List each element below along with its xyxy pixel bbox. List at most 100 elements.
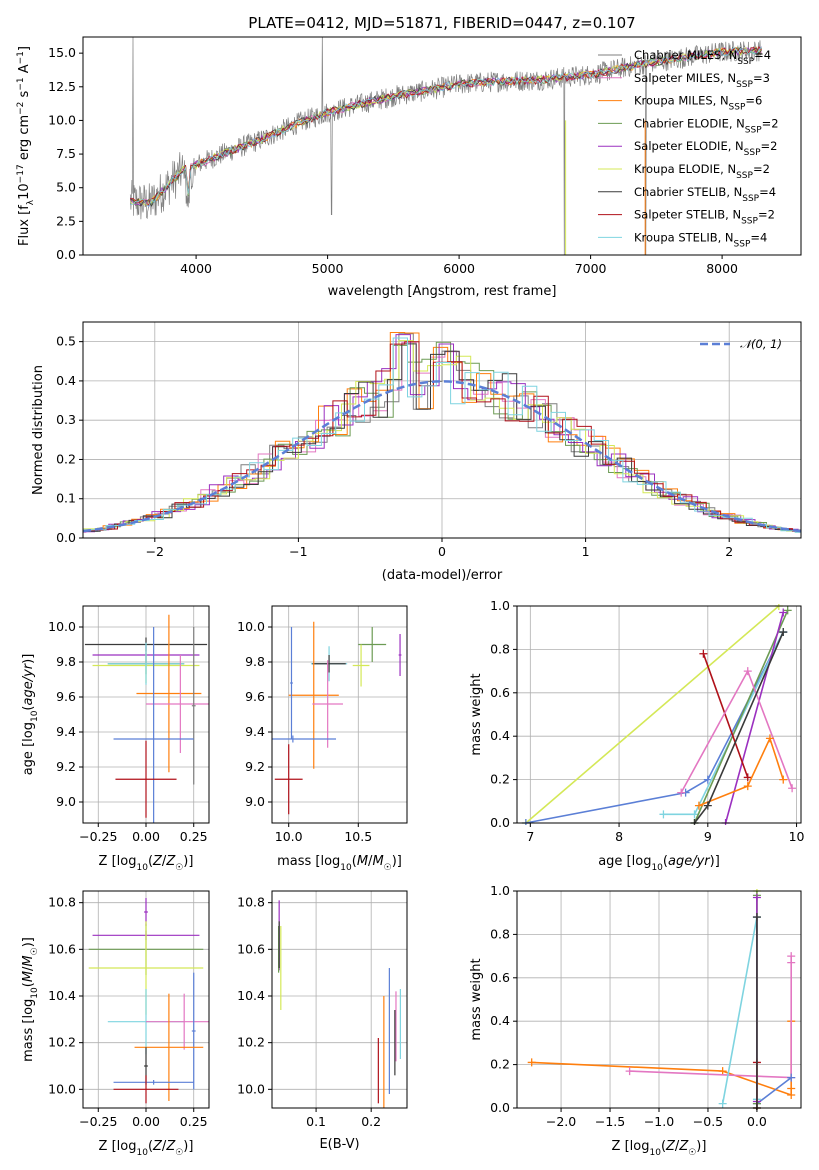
error-bar-point: [107, 642, 185, 685]
x-tick-label: −1: [289, 544, 307, 559]
y-tick-label: 10.6: [48, 941, 76, 956]
legend-label: 𝒩(0, 1): [740, 337, 782, 351]
mass-vs-Z-frame: −0.25 0.00 0.25 10.0 10.2 10.4 10.6 10.8: [48, 890, 210, 1129]
residuals-axes: [83, 322, 801, 539]
weight-series-marker: [625, 1067, 634, 1076]
weight-series-line: [525, 605, 780, 824]
age-vs-Z-axes: [83, 606, 209, 823]
x-axis-label: mass [log10(M/M☉)]: [277, 854, 402, 873]
weight-series-marker: [677, 788, 686, 797]
weight-series-marker: [699, 649, 708, 658]
weight-series-marker: [703, 801, 712, 810]
error-bar-point: [146, 993, 209, 1050]
axes-frame: [271, 605, 408, 824]
y-tick-label: 0.4: [490, 1013, 510, 1028]
y-tick-label: 10.0: [48, 112, 76, 127]
weight-series: [694, 734, 788, 810]
residual-histogram: [83, 337, 801, 533]
axes-frame: [516, 605, 802, 824]
y-tick-label: 10.0: [237, 1081, 265, 1096]
y-tick-label: 10.0: [237, 619, 265, 634]
spectrum-frame: 4000 5000 6000 7000 8000 0.0 2.5 5.0 7.5 10.0 12.5…: [48, 36, 802, 276]
y-tick-label: 0.0: [56, 247, 76, 262]
spectrum-model-line: [130, 46, 762, 208]
weight-series-marker: [694, 801, 703, 810]
weight-series-marker: [752, 893, 761, 902]
axes-frame: [82, 36, 802, 256]
y-tick-label: 0.8: [490, 926, 510, 941]
x-axis-label: E(B-V): [319, 1137, 359, 1152]
y-tick-label: 1.0: [490, 598, 510, 613]
weight-series-marker: [527, 1058, 536, 1067]
error-bar-point: [274, 744, 303, 815]
y-tick-label: 0.0: [56, 530, 76, 545]
x-tick-label: 0.1: [306, 1114, 326, 1129]
y-tick-label: 9.2: [56, 759, 76, 774]
legend-label: Chabrier STELIB, NSSP=4: [634, 185, 776, 204]
y-tick-label: 10.0: [48, 1081, 76, 1096]
legend-label: Salpeter MILES, NSSP=3: [634, 71, 770, 90]
error-bar-point: [358, 627, 387, 662]
weight-series-marker: [783, 606, 792, 615]
y-tick-label: 9.8: [56, 654, 76, 669]
weight-series-marker: [743, 667, 752, 676]
x-tick-label: 5000: [312, 261, 344, 276]
y-tick-label: 10.2: [237, 1035, 265, 1050]
x-axis-label: age [log10(age/yr)]: [598, 854, 720, 873]
y-tick-label: 10.6: [237, 941, 265, 956]
error-bar-point: [272, 735, 337, 743]
x-tick-label: 8: [615, 829, 623, 844]
weight-series-marker: [718, 1067, 727, 1076]
y-tick-label: 9.2: [245, 759, 265, 774]
mass-vs-Z-points: [88, 898, 209, 1104]
weight-series-line: [698, 736, 784, 807]
y-axis-label: age [log10(age/yr)]: [21, 654, 40, 776]
mass-weight-vs-Z-series: [527, 889, 796, 1110]
x-tick-label: −2.0: [546, 1114, 576, 1129]
age-vs-mass-frame: 10.0 10.5 9.0 9.2 9.4 9.6 9.8 10.0: [237, 605, 408, 844]
x-tick-label: −0.25: [79, 1114, 117, 1129]
spectrum-lines: [129, 37, 762, 255]
x-tick-label: 8000: [706, 261, 738, 276]
x-tick-label: 0.25: [180, 829, 208, 844]
y-tick-label: 10.4: [48, 988, 76, 1003]
x-tick-label: −1.5: [595, 1114, 625, 1129]
weight-series-marker: [703, 775, 712, 784]
error-bar-point: [288, 621, 339, 769]
y-tick-label: 12.5: [48, 79, 76, 94]
residual-histogram: [83, 334, 801, 533]
error-bar-point: [191, 972, 196, 1090]
weight-series-marker: [765, 734, 774, 743]
y-tick-label: 9.4: [245, 724, 265, 739]
error-bar-point: [136, 614, 202, 773]
legend-label: Salpeter ELODIE, NSSP=2: [634, 139, 777, 158]
error-bar-point: [312, 655, 346, 673]
weight-series-marker: [787, 1073, 796, 1082]
weight-series-marker: [779, 628, 788, 637]
x-tick-label: 7000: [575, 261, 607, 276]
spectrum-model-line: [130, 46, 762, 206]
error-bar-point: [191, 627, 196, 785]
y-tick-label: 0.6: [490, 685, 510, 700]
axes-frame: [271, 890, 408, 1109]
y-tick-label: 2.5: [56, 213, 76, 228]
error-bar-point: [398, 634, 402, 676]
x-tick-label: 4000: [180, 261, 212, 276]
residuals-legend: 𝒩(0, 1): [700, 337, 782, 351]
legend-label: Kroupa STELIB, NSSP=4: [634, 230, 767, 249]
x-tick-label: −0.25: [79, 829, 117, 844]
error-bar-point: [146, 655, 209, 753]
y-tick-label: 9.0: [56, 794, 76, 809]
y-axis-label: mass weight: [469, 958, 484, 1040]
legend-label: Salpeter STELIB, NSSP=2: [634, 208, 775, 227]
residual-histogram: [83, 343, 801, 532]
weight-series-marker: [788, 784, 797, 793]
weight-series-marker: [659, 810, 668, 819]
spectrum-legend: Chabrier MILES, NSSP=4 Salpeter MILES, NS…: [598, 48, 779, 249]
figure-title: PLATE=0412, MJD=51871, FIBERID=0447, z=0…: [248, 14, 635, 32]
error-bar-point: [312, 660, 343, 748]
mass-vs-EBV-frame: 0.1 0.2 10.0 10.2 10.4 10.6 10.8: [237, 890, 408, 1129]
y-tick-label: 0.1: [56, 491, 76, 506]
mass-vs-EBV-points: [278, 900, 401, 1108]
weight-series-marker: [718, 1099, 727, 1108]
